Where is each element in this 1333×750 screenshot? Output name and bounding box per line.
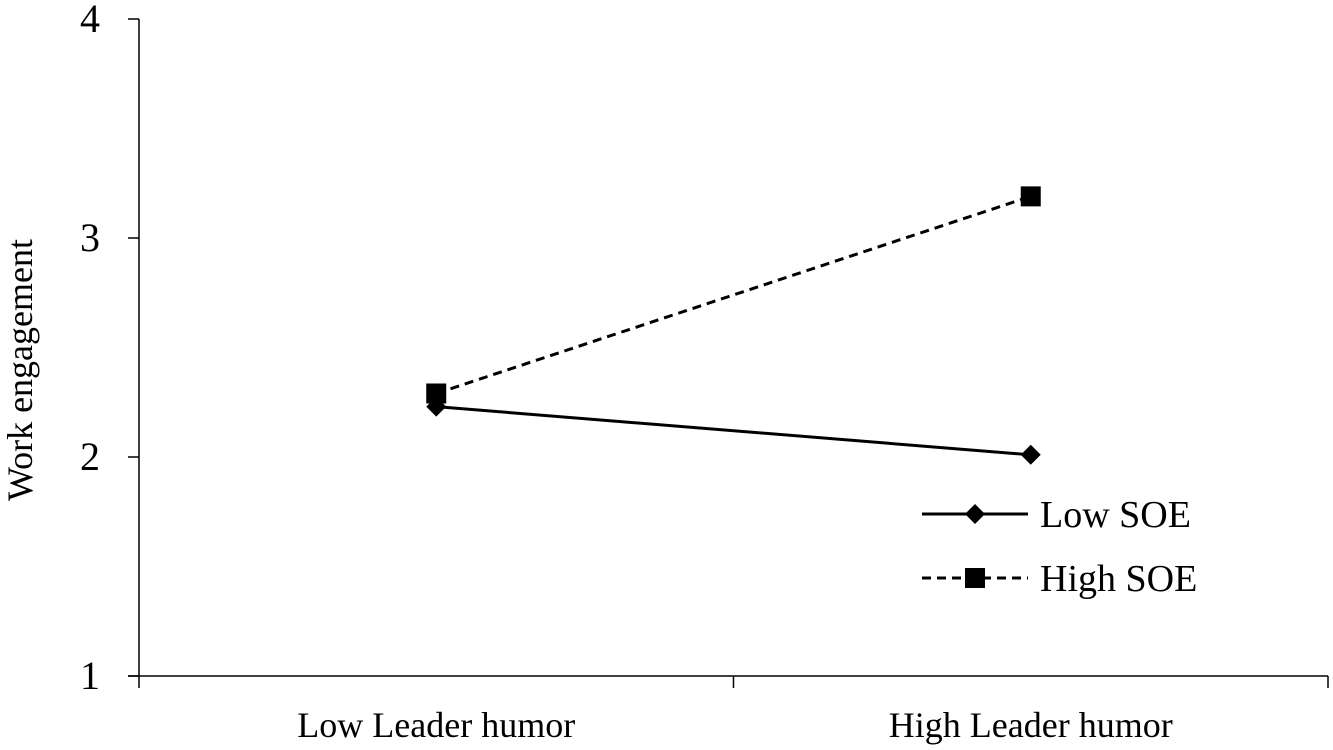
legend-label: High SOE: [1040, 558, 1197, 600]
legend-item: Low SOE: [922, 494, 1191, 536]
legend-item: High SOE: [922, 558, 1197, 600]
series-layer: [426, 186, 1041, 465]
data-point: [1020, 444, 1041, 465]
series-line: [435, 194, 1032, 395]
y-tick-label: 3: [80, 215, 100, 260]
x-ticks: Low Leader humor High Leader humor: [138, 676, 1329, 745]
x-tick-label: High Leader humor: [889, 705, 1173, 745]
data-point: [1020, 186, 1041, 207]
y-tick-label: 2: [80, 434, 100, 479]
legend-label: Low SOE: [1040, 494, 1191, 536]
data-point: [426, 383, 447, 404]
series-low-soe: [426, 396, 1041, 465]
series-high-soe: [426, 186, 1041, 404]
y-tick-label: 4: [80, 0, 100, 41]
y-tick-label: 1: [80, 653, 100, 698]
series-line: [436, 405, 1031, 457]
legend: Low SOE High SOE: [922, 494, 1197, 600]
y-axis-label: Work engagement: [0, 239, 40, 501]
x-tick-label: Low Leader humor: [297, 705, 575, 745]
axes: [128, 19, 1328, 677]
legend-marker: [965, 568, 985, 588]
legend-marker: [965, 504, 985, 524]
y-ticks: 1 2 3 4: [80, 0, 139, 698]
